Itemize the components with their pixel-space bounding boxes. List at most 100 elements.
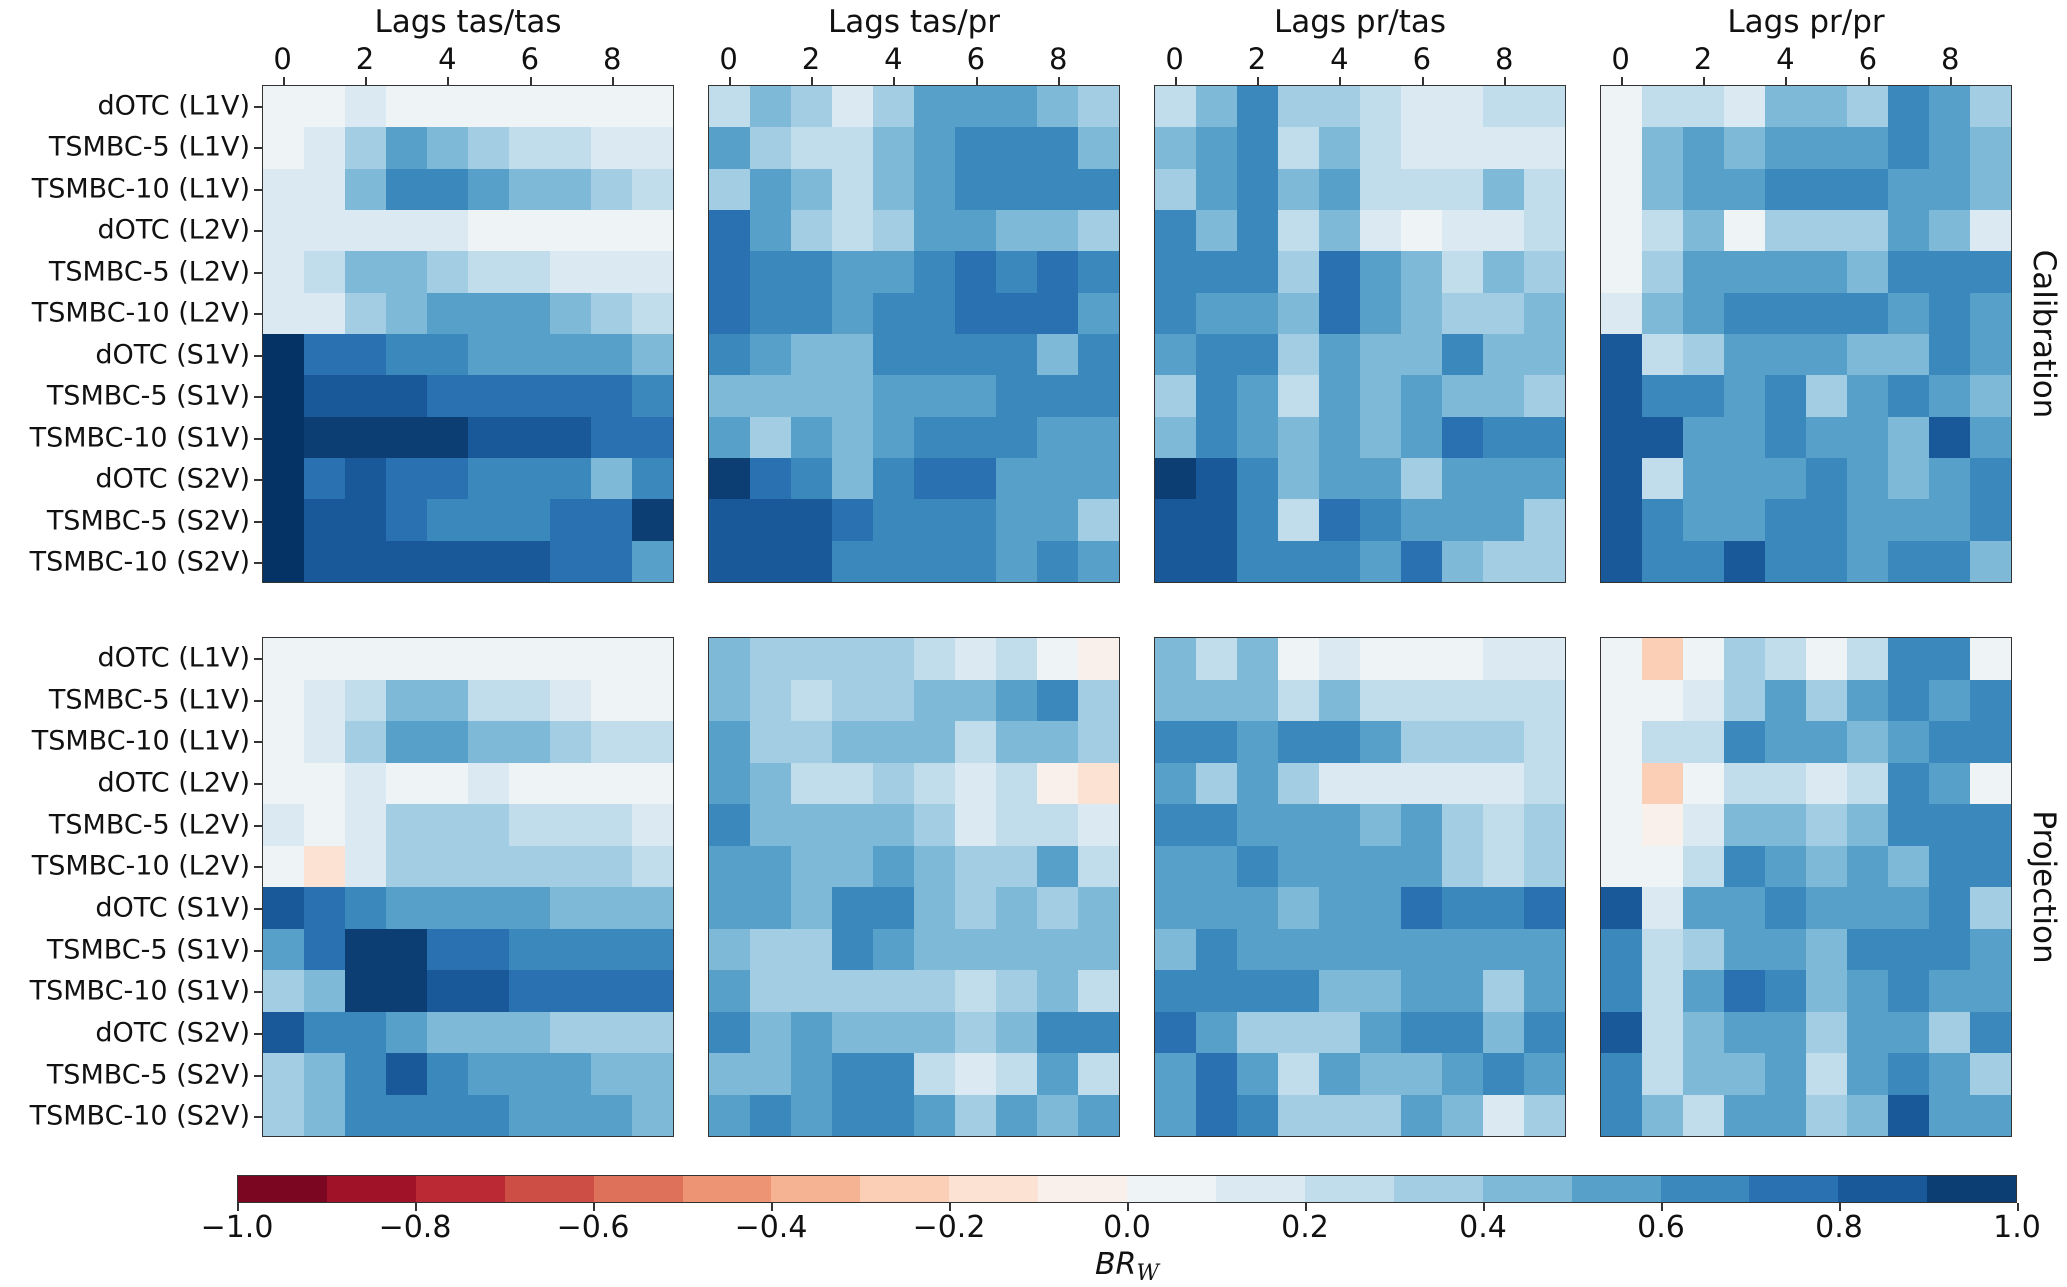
- heatmap-cell: [791, 1094, 832, 1136]
- heatmap-cell: [1319, 168, 1360, 210]
- colorbar-label-subscript: W: [1136, 1261, 1160, 1286]
- heatmap-cell: [791, 499, 832, 541]
- heatmap-cell: [427, 499, 468, 541]
- heatmap-cell: [550, 1053, 591, 1095]
- heatmap-projection-tas-tas: [262, 637, 674, 1137]
- heatmap-cell: [1970, 292, 2011, 334]
- colorbar-tick-mark: [771, 1203, 773, 1211]
- heatmap-cell: [1278, 928, 1319, 970]
- x-tick-mark: [1703, 77, 1705, 85]
- row-label: TSMBC-5 (L1V): [48, 131, 250, 163]
- heatmap-cell: [550, 127, 591, 169]
- heatmap-cell: [468, 375, 509, 417]
- heatmap-cell: [996, 375, 1037, 417]
- heatmap-cell: [1642, 540, 1683, 582]
- heatmap-cell: [509, 1011, 550, 1053]
- heatmap-cell: [1278, 1053, 1319, 1095]
- heatmap-cell: [345, 333, 386, 376]
- heatmap-cell: [1319, 804, 1360, 846]
- heatmap-cell: [1442, 679, 1483, 721]
- heatmap-cell: [914, 457, 955, 500]
- heatmap-cell: [509, 540, 550, 582]
- heatmap-cell: [955, 1011, 996, 1053]
- heatmap-cell: [1360, 928, 1401, 970]
- heatmap-cell: [1401, 292, 1442, 334]
- heatmap-cell: [1237, 887, 1278, 929]
- heatmap-cell: [955, 457, 996, 500]
- heatmap-cell: [468, 499, 509, 541]
- heatmap-cell: [1765, 209, 1806, 252]
- heatmap-cell: [427, 457, 468, 500]
- heatmap-cell: [955, 1094, 996, 1136]
- heatmap-cell: [1847, 457, 1888, 500]
- heatmap-cell: [386, 1011, 427, 1053]
- heatmap-cell: [509, 762, 550, 804]
- heatmap-cell: [955, 540, 996, 582]
- heatmap-cell: [1765, 845, 1806, 887]
- heatmap-cell: [1601, 679, 1642, 721]
- heatmap-cell: [1683, 1053, 1724, 1095]
- heatmap-cell: [1037, 762, 1078, 804]
- heatmap-cell: [791, 1011, 832, 1053]
- heatmap-cell: [386, 292, 427, 334]
- heatmap-cell: [1319, 1053, 1360, 1095]
- heatmap-cell: [1888, 679, 1929, 721]
- heatmap-cell: [386, 499, 427, 541]
- heatmap-cell: [1724, 251, 1765, 293]
- heatmap-cell: [304, 1094, 345, 1136]
- heatmap-cell: [386, 375, 427, 417]
- heatmap-cell: [1724, 721, 1765, 763]
- heatmap-cell: [263, 638, 304, 680]
- heatmap-cell: [1724, 638, 1765, 680]
- heatmap-cell: [591, 638, 632, 680]
- heatmap-cell: [1724, 333, 1765, 376]
- heatmap-cell: [832, 1053, 873, 1095]
- heatmap-cell: [996, 638, 1037, 680]
- heatmap-cell: [1442, 251, 1483, 293]
- heatmap-cell: [955, 86, 996, 128]
- heatmap-cell: [1483, 762, 1524, 804]
- heatmap-cell: [1524, 292, 1565, 334]
- heatmap-cell: [1970, 928, 2011, 970]
- heatmap-cell: [1683, 638, 1724, 680]
- heatmap-cell: [1483, 721, 1524, 763]
- heatmap-cell: [509, 928, 550, 970]
- row-label: TSMBC-10 (S2V): [29, 1100, 250, 1132]
- colorbar-tick-label: −0.6: [556, 1210, 630, 1245]
- row-label: dOTC (S1V): [95, 892, 250, 924]
- heatmap-cell: [1078, 638, 1119, 680]
- heatmap-cell: [914, 887, 955, 929]
- heatmap-cell: [509, 292, 550, 334]
- heatmap-cell: [1524, 679, 1565, 721]
- heatmap-cell: [1601, 970, 1642, 1012]
- colorbar-label-text: BR: [1094, 1247, 1137, 1282]
- heatmap-cell: [468, 457, 509, 500]
- heatmap-cell: [1888, 887, 1929, 929]
- y-tick-mark: [254, 105, 262, 108]
- heatmap-cell: [1155, 804, 1196, 846]
- heatmap-cell: [1483, 1094, 1524, 1136]
- heatmap-cell: [1929, 1011, 1970, 1053]
- heatmap-cell: [1724, 804, 1765, 846]
- heatmap-cell: [1970, 762, 2011, 804]
- heatmap-cell: [1237, 416, 1278, 458]
- heatmap-cell: [996, 887, 1037, 929]
- heatmap-cell: [1078, 251, 1119, 293]
- heatmap-cell: [1155, 540, 1196, 582]
- heatmap-cell: [1970, 679, 2011, 721]
- heatmap-cell: [750, 887, 791, 929]
- heatmap-cell: [1237, 499, 1278, 541]
- heatmap-cell: [955, 292, 996, 334]
- heatmap-cell: [1037, 127, 1078, 169]
- heatmap-cell: [1078, 928, 1119, 970]
- heatmap-cell: [1806, 209, 1847, 252]
- heatmap-cell: [1319, 499, 1360, 541]
- heatmap-cell: [1642, 887, 1683, 929]
- y-tick-mark: [254, 188, 262, 191]
- heatmap-cell: [427, 1094, 468, 1136]
- heatmap-cell: [632, 721, 673, 763]
- heatmap-cell: [1601, 804, 1642, 846]
- heatmap-cell: [263, 499, 304, 541]
- heatmap-cell: [709, 499, 750, 541]
- heatmap-cell: [263, 416, 304, 458]
